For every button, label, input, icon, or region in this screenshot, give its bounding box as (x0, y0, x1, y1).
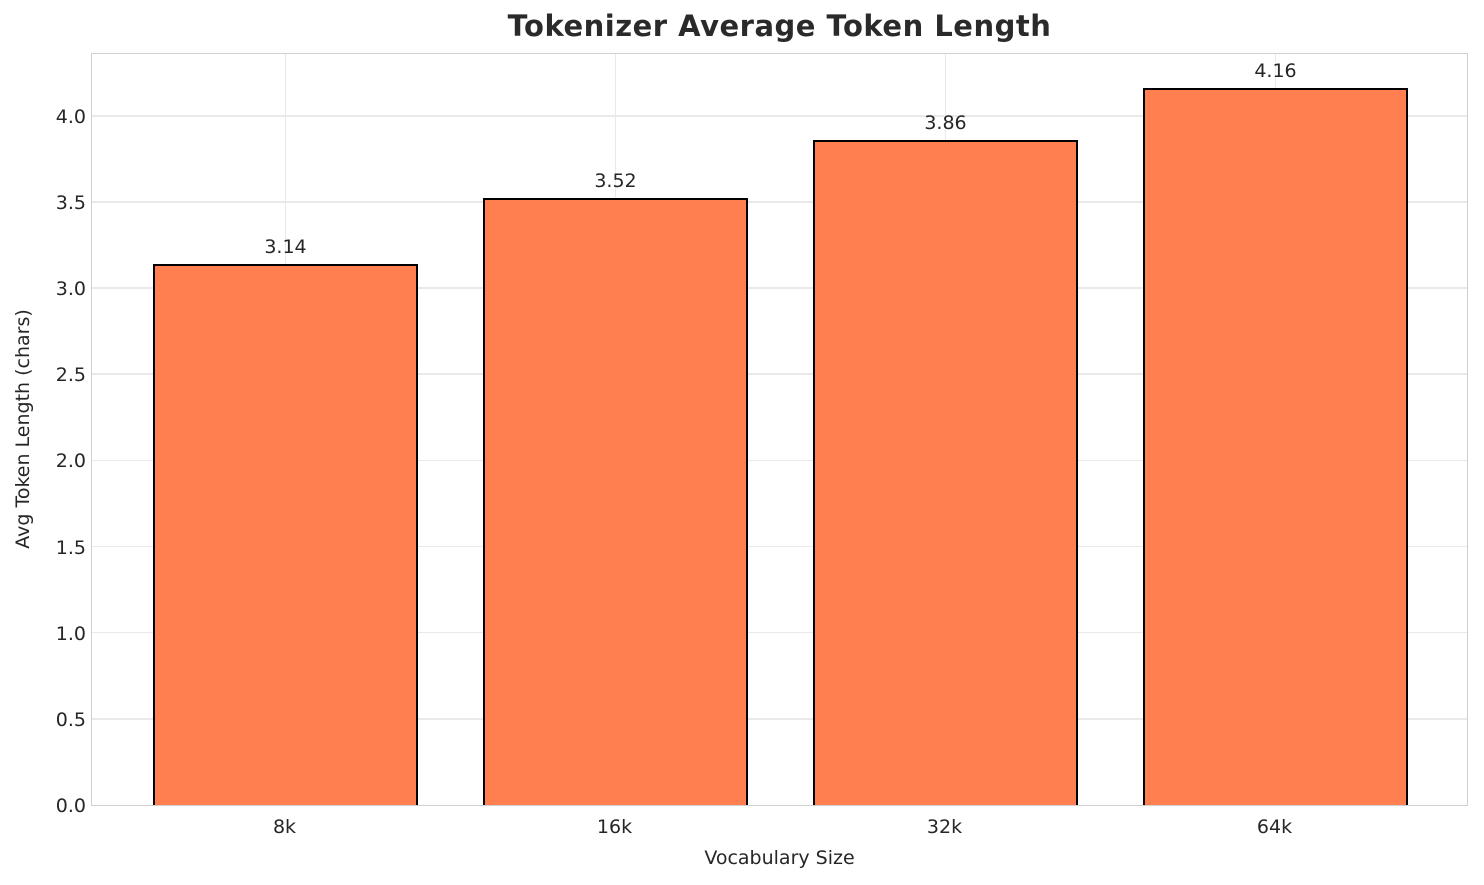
x-tick-label: 32k (926, 816, 963, 838)
horizontal-gridline (92, 459, 1467, 462)
horizontal-gridline (92, 201, 1467, 203)
x-tick-label: 64k (1256, 816, 1293, 838)
horizontal-gridline (92, 287, 1467, 289)
x-tick-label: 8k (272, 816, 297, 838)
bar-16k (483, 198, 748, 805)
y-tick-label: 0.0 (55, 795, 86, 817)
plot-area: 3.14 3.52 3.86 4.16 (91, 53, 1468, 806)
horizontal-gridline (92, 545, 1467, 548)
horizontal-gridline (92, 631, 1467, 634)
horizontal-gridline (92, 718, 1467, 720)
horizontal-gridline (92, 115, 1467, 117)
y-tick-label: 2.5 (55, 364, 86, 387)
bar-32k (813, 139, 1078, 805)
y-tick-label: 1.0 (55, 622, 86, 645)
bar-8k (153, 263, 418, 805)
bar-64k (1143, 88, 1408, 805)
x-axis-label: Vocabulary Size (704, 847, 855, 869)
bar-value-label: 3.14 (264, 235, 307, 258)
y-tick-label: 3.5 (55, 191, 86, 214)
y-tick-label: 3.0 (55, 278, 86, 301)
x-tick-label: 16k (596, 816, 633, 838)
y-tick-label: 1.5 (55, 536, 86, 559)
bar-value-label: 3.86 (924, 111, 967, 134)
horizontal-gridline (92, 373, 1467, 375)
chart-title: Tokenizer Average Token Length (507, 9, 1052, 43)
y-tick-label: 2.0 (55, 450, 86, 473)
y-axis-label: Avg Token Length (chars) (12, 309, 34, 549)
bar-value-label: 4.16 (1254, 60, 1297, 83)
y-tick-label: 4.0 (55, 105, 86, 128)
y-tick-label: 0.5 (55, 708, 86, 731)
bar-value-label: 3.52 (594, 170, 637, 193)
